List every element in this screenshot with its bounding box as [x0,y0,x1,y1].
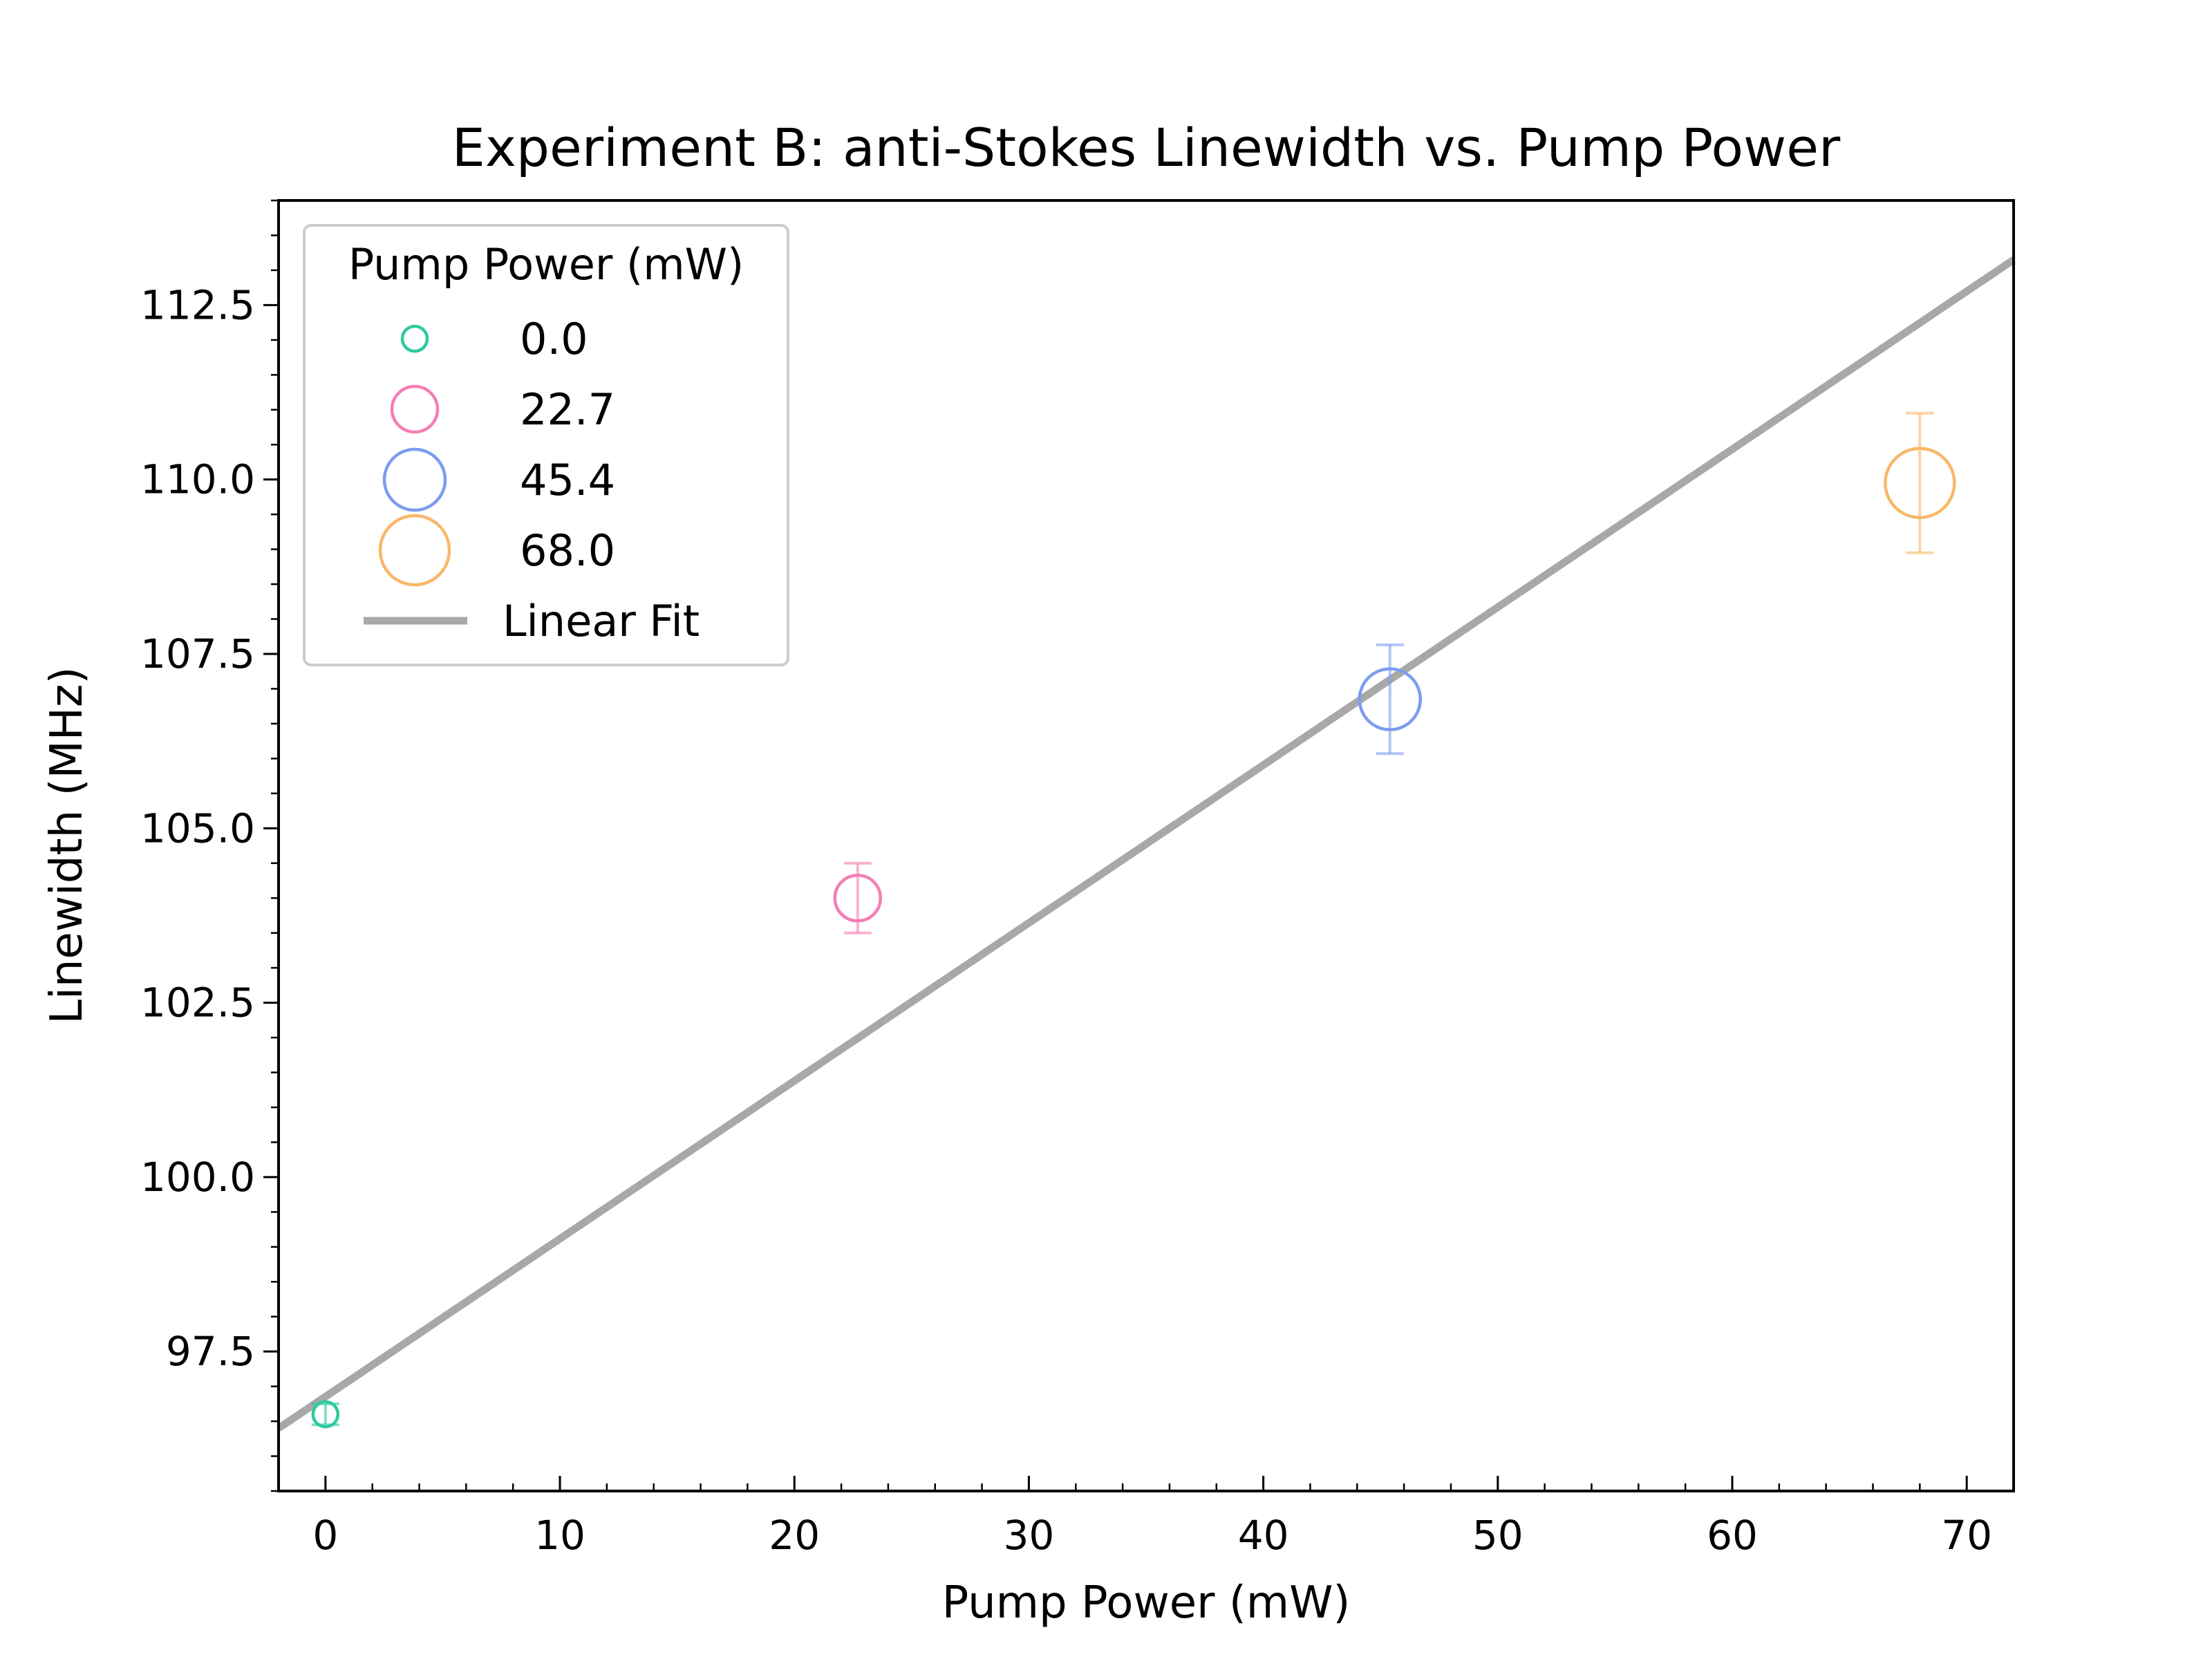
data-point-68-0 [1884,447,1956,519]
data-point-45-4 [1358,667,1423,731]
legend: Pump Power (mW) 0.0 22.7 45.4 68.0 Linear Fi… [303,224,789,666]
linear-fit-line [276,256,2016,1432]
legend-items: 0.0 22.7 45.4 68.0 Linear Fit [364,314,700,646]
chart-title: Experiment B: anti-Stokes Linewidth vs. … [452,117,1841,178]
legend-marker [378,514,451,587]
x-axis-ticks: 0 10 20 30 40 50 60 70 [277,1476,2015,1559]
legend-marker [400,324,429,353]
x-tick-label: 50 [1472,1512,1524,1559]
y-tick-label: 107.5 [140,630,255,677]
data-point-22-7 [833,873,883,923]
plot-frame [277,199,2015,1492]
y-tick-label: 102.5 [140,980,255,1027]
x-tick-label: 30 [1003,1512,1054,1559]
y-axis-label: Linewidth (MHz) [41,667,93,1024]
y-tick-label: 112.5 [140,281,255,328]
legend-marker [382,447,447,512]
legend-label: 0.0 [520,314,588,364]
plot-area [276,256,2016,1432]
x-tick-label: 40 [1238,1512,1289,1559]
legend-label: 22.7 [520,384,615,435]
data-point-0-0 [311,1400,340,1429]
y-tick-label: 105.0 [140,805,255,852]
x-tick-label: 20 [769,1512,820,1559]
legend-label: 68.0 [520,525,615,576]
y-tick-label: 110.0 [140,456,255,503]
x-tick-label: 0 [312,1512,338,1559]
legend-label: Linear Fit [503,596,700,646]
y-axis-ticks: 97.5 100.0 102.5 105.0 107.5 110.0 112.5 [140,199,279,1492]
legend-label: 45.4 [520,455,615,505]
x-tick-label: 10 [534,1512,585,1559]
x-tick-label: 60 [1707,1512,1758,1559]
legend-title: Pump Power (mW) [348,239,744,290]
x-tick-label: 70 [1941,1512,1992,1559]
y-tick-label: 100.0 [140,1154,255,1201]
legend-marker [390,384,440,434]
y-tick-label: 97.5 [166,1328,255,1375]
x-axis-label: Pump Power (mW) [942,1577,1351,1629]
